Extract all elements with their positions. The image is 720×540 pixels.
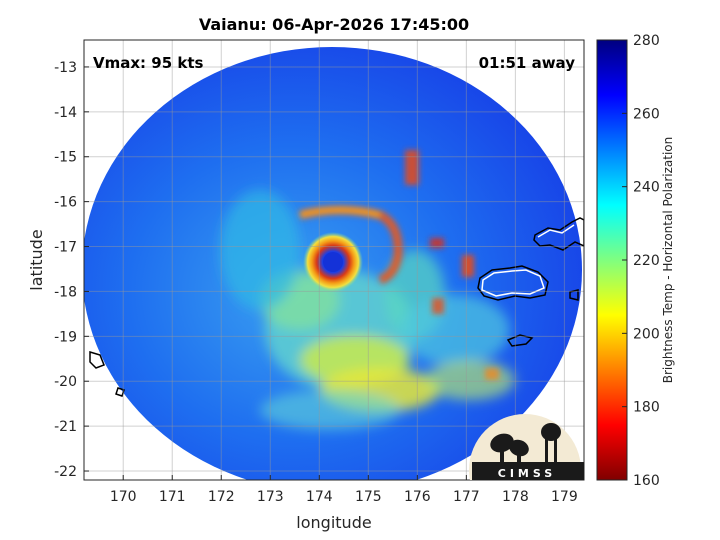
x-tick-label: 179 [551, 489, 578, 505]
colorbar-ticks: 280 260 240 220 200 180 160 [622, 33, 660, 489]
microwave-swath [84, 47, 582, 480]
colorbar-tick-label: 280 [633, 33, 660, 49]
x-axis-ticks: 170 171 172 173 174 175 176 177 178 179 [110, 475, 578, 505]
colorbar-tick-label: 220 [633, 253, 660, 269]
logo-text: CIMSS [498, 467, 556, 480]
vmax-annotation: Vmax: 95 kts [93, 54, 203, 72]
island-outline [89, 350, 105, 369]
x-tick-label: 175 [355, 489, 382, 505]
colorbar-tick-label: 260 [633, 106, 660, 122]
chart-title: Vaianu: 06-Apr-2026 17:45:00 [199, 15, 469, 34]
island-outline [481, 269, 545, 297]
y-tick-label: -13 [54, 60, 77, 76]
x-tick-label: 178 [502, 489, 529, 505]
water-tower-icon [541, 423, 561, 441]
y-tick-label: -15 [54, 150, 77, 166]
radar-dish-icon [509, 439, 529, 457]
x-tick-label: 172 [208, 489, 235, 505]
x-tick-label: 171 [159, 489, 186, 505]
island-outline [115, 387, 125, 397]
colorbar-tick-label: 160 [633, 473, 660, 489]
x-tick-label: 177 [453, 489, 480, 505]
colorbar-tick-label: 180 [633, 400, 660, 416]
y-tick-label: -16 [54, 195, 77, 211]
x-axis-label: longitude [296, 513, 371, 532]
y-tick-label: -21 [54, 419, 77, 435]
colorbar-label: Brightness Temp - Horizontal Polarizatio… [661, 137, 675, 384]
y-tick-label: -22 [54, 464, 77, 480]
island-outline [533, 217, 584, 251]
x-tick-label: 170 [110, 489, 137, 505]
radar-dish-icon [490, 433, 514, 453]
y-axis-label: latitude [27, 229, 46, 290]
colorbar: 280 260 240 220 200 180 160 Brightness Temp - … [596, 33, 675, 489]
island-outline [569, 289, 579, 301]
grid-lines-x [122, 40, 565, 480]
y-tick-label: -17 [54, 240, 77, 256]
y-tick-label: -20 [54, 374, 77, 390]
colorbar-tick-label: 200 [633, 326, 660, 342]
island-outline [537, 224, 575, 238]
time-away-annotation: 01:51 away [479, 54, 576, 72]
y-tick-label: -19 [54, 329, 77, 345]
axes-frame [83, 39, 585, 481]
cimss-logo: CIMSS [469, 414, 584, 480]
x-tick-label: 174 [306, 489, 333, 505]
y-tick-label: -14 [54, 105, 77, 121]
y-tick-label: -18 [54, 284, 77, 300]
coastlines [89, 217, 584, 397]
y-axis-ticks: -13 -14 -15 -16 -17 -18 -19 -20 -21 -22 [54, 60, 89, 480]
colorbar-tick-label: 240 [633, 180, 660, 196]
island-outline [477, 265, 549, 301]
island-outline [506, 334, 534, 347]
x-tick-label: 173 [257, 489, 284, 505]
x-tick-label: 176 [404, 489, 431, 505]
